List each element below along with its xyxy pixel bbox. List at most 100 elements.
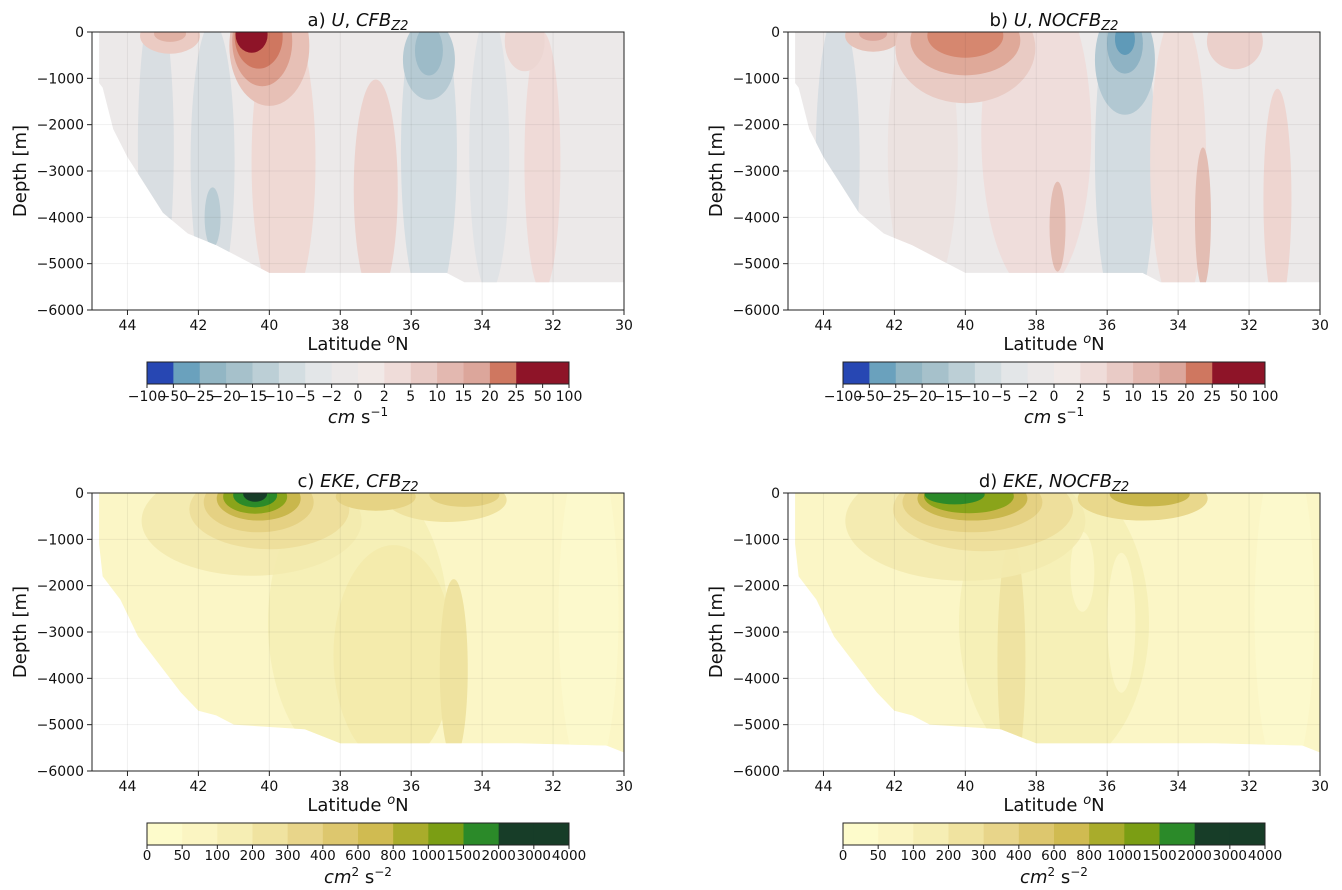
colorbar-tick-label: 10 [1124, 389, 1142, 405]
colorbar-tick-label: 5 [1102, 389, 1111, 405]
colorbar-tick-label: −25 [185, 389, 215, 405]
colorbar-tick-label: −5 [295, 389, 316, 405]
y-tick-label: −2000 [37, 579, 84, 595]
colorbar-swatch [869, 362, 897, 384]
x-tick-label: 38 [1027, 318, 1045, 334]
colorbar-swatch [1089, 823, 1125, 845]
colorbar-tick-label: 15 [1151, 389, 1169, 405]
y-tick-label: −6000 [37, 764, 84, 780]
colorbar-swatch [182, 823, 218, 845]
colorbar-tick-label: 5 [406, 389, 415, 405]
colorbar-swatch [913, 823, 949, 845]
contour-feature [859, 32, 888, 41]
y-axis-label: Depth [m] [10, 586, 31, 678]
colorbar-swatch [428, 823, 464, 845]
y-tick-label: −1000 [733, 71, 780, 87]
colorbar-tick-label: −15 [934, 389, 964, 405]
colorbar-swatch [305, 362, 333, 384]
colorbar-swatch [1194, 823, 1231, 845]
y-tick-label: −4000 [37, 671, 84, 687]
contour-feature [1109, 493, 1190, 507]
colorbar-swatch [463, 362, 491, 384]
colorbar-label: cm s−1 [328, 405, 388, 428]
y-tick-label: −1000 [37, 71, 84, 87]
y-tick-label: −1000 [733, 532, 780, 548]
colorbar-tick-label: 1000 [411, 848, 445, 864]
colorbar-tick-label: 300 [971, 848, 997, 864]
colorbar-tick-label: 200 [936, 848, 962, 864]
colorbar-tick-label: 10 [428, 389, 446, 405]
contour-feature [1049, 181, 1066, 272]
x-tick-label: 44 [119, 779, 137, 795]
colorbar-tick-label: 800 [380, 848, 406, 864]
colorbar-swatch [516, 362, 544, 384]
y-tick-label: −5000 [733, 257, 780, 273]
y-tick-label: −6000 [733, 764, 780, 780]
y-tick-label: 0 [771, 486, 780, 502]
y-tick-label: −1000 [37, 532, 84, 548]
y-tick-label: −2000 [733, 118, 780, 134]
figure-layer: 44 42 40 38 36 34 32 300−1000−2000−3000−4000−50… [10, 10, 1329, 888]
colorbar-swatch [983, 823, 1020, 845]
colorbar-tick-label: −10 [960, 389, 990, 405]
contour-feature [414, 32, 443, 76]
y-tick-label: −3000 [37, 625, 84, 641]
contour-feature [429, 493, 500, 507]
x-tick-label: 40 [956, 779, 974, 795]
colorbar-swatch [287, 823, 324, 845]
y-tick-label: −2000 [733, 579, 780, 595]
y-tick-label: −6000 [733, 303, 780, 319]
contour-feature [335, 493, 416, 511]
y-tick-label: −3000 [733, 164, 780, 180]
colorbar-label: cm s−1 [1024, 405, 1084, 428]
colorbar-swatch [1159, 823, 1196, 845]
colorbar-swatch [1212, 362, 1240, 384]
colorbar-swatch [147, 362, 174, 384]
x-tick-label: 38 [331, 779, 349, 795]
panel-a: 44 42 40 38 36 34 32 300−1000−2000−3000−4000−50… [10, 10, 633, 428]
colorbar-swatch [199, 362, 227, 384]
contour-field [99, 32, 624, 283]
colorbar-tick-label: −100 [128, 389, 166, 405]
x-tick-label: 36 [1098, 318, 1116, 334]
colorbar-tick-label: 300 [275, 848, 301, 864]
colorbar-tick-label: −2 [321, 389, 342, 405]
contour-feature [243, 493, 268, 502]
colorbar-swatch [1159, 362, 1187, 384]
colorbar-tick-label: 2000 [481, 848, 515, 864]
colorbar-tick-label: −5 [991, 389, 1012, 405]
y-tick-label: −4000 [733, 210, 780, 226]
colorbar-swatch [878, 823, 914, 845]
colorbar-swatch [843, 823, 879, 845]
colorbar-swatch [498, 823, 535, 845]
colorbar-tick-label: 0 [354, 389, 363, 405]
contour-feature [439, 579, 468, 753]
panel-title: a) U, CFBZ2 [308, 10, 409, 34]
contour-feature [558, 493, 619, 753]
y-axis-label: Depth [m] [706, 125, 727, 217]
colorbar-tick-label: 600 [345, 848, 371, 864]
colorbar-swatch [384, 362, 412, 384]
colorbar-tick-label: 1500 [446, 848, 480, 864]
colorbar-swatch [489, 362, 517, 384]
y-tick-label: −2000 [37, 118, 84, 134]
x-tick-label: 34 [473, 779, 491, 795]
panel-d: 44 42 40 38 36 34 32 300−1000−2000−3000−4000−50… [706, 471, 1329, 888]
colorbar-swatch [331, 362, 359, 384]
colorbar-swatch [217, 823, 253, 845]
x-tick-label: 32 [544, 779, 562, 795]
colorbar-tick-label: 2000 [1177, 848, 1211, 864]
contour-feature [1150, 32, 1207, 283]
colorbar-tick-label: −10 [264, 389, 294, 405]
x-tick-label: 30 [1311, 318, 1329, 334]
contour-feature [924, 493, 985, 505]
contour-feature [154, 32, 187, 42]
colorbar: 0 50 100 200 300 400 600 800 1000 1500 2000 3000 400… [839, 822, 1282, 888]
contour-feature [1206, 32, 1263, 70]
contour-feature [1107, 552, 1136, 693]
y-tick-label: −4000 [733, 671, 780, 687]
x-tick-label: 30 [1311, 779, 1329, 795]
y-tick-label: −4000 [37, 210, 84, 226]
colorbar-swatch [1124, 823, 1160, 845]
